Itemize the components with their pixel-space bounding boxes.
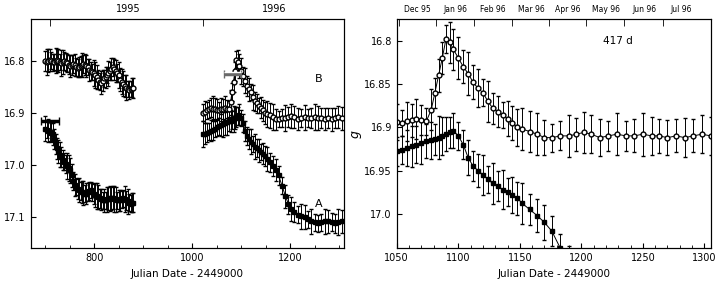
X-axis label: Julian Date - 2449000: Julian Date - 2449000 — [497, 269, 610, 279]
Text: 417 d: 417 d — [604, 36, 633, 46]
X-axis label: Julian Date - 2449000: Julian Date - 2449000 — [131, 269, 244, 279]
Y-axis label: g: g — [349, 130, 362, 138]
Text: B: B — [315, 74, 323, 84]
Text: A: A — [315, 199, 323, 209]
